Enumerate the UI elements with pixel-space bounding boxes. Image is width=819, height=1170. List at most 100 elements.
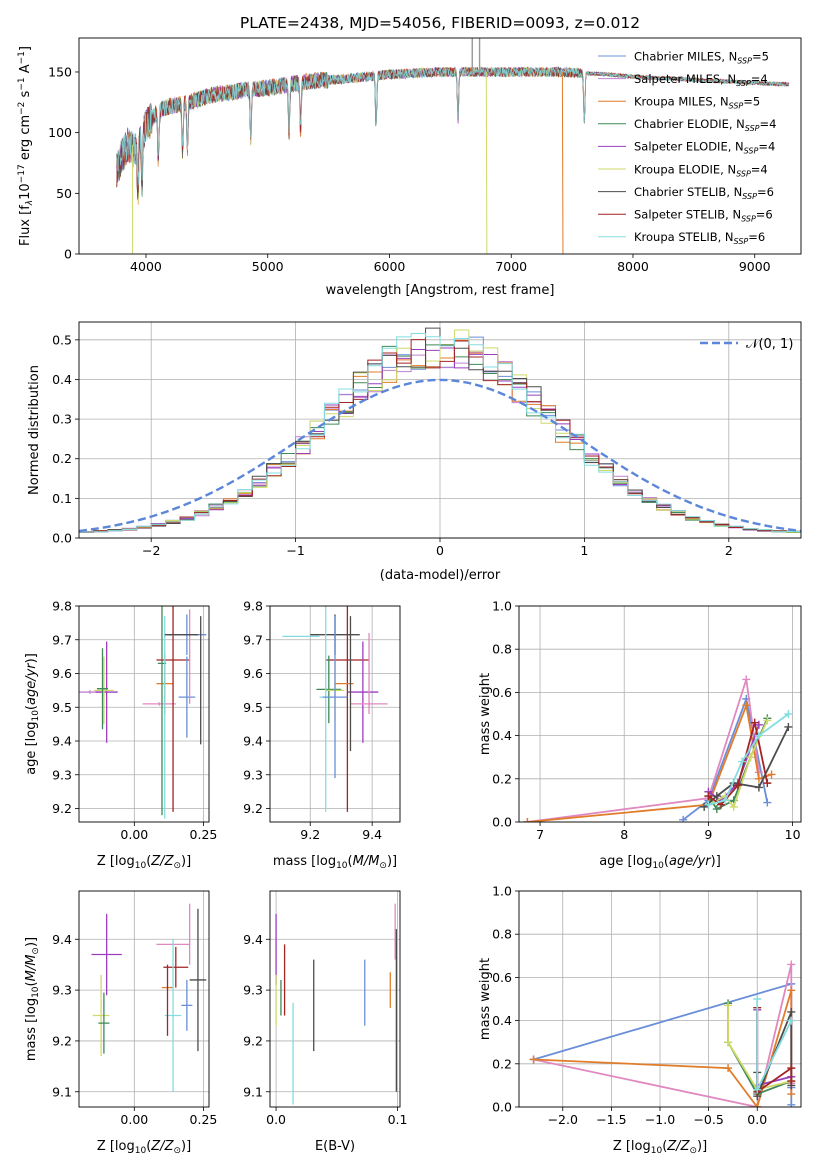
axes-frame — [518, 890, 802, 1108]
errorbars — [275, 903, 398, 1105]
y-tick-label: 0.2 — [52, 451, 72, 466]
weight-marker — [763, 779, 772, 788]
y-tick-label: 100 — [48, 125, 72, 140]
spectrum-panel: 4000 5000 6000 7000 8000 9000 0 50 100 150 Chabrie… — [17, 37, 802, 298]
x-tick-label: 7 — [536, 827, 544, 842]
spectrum-drop — [485, 71, 488, 254]
y-tick-label: 9.6 — [243, 666, 263, 681]
x-tick-label: −1 — [286, 543, 304, 558]
weight-marker — [784, 722, 793, 731]
x-tick-label: 0.1 — [388, 1112, 408, 1127]
weight-marker — [754, 731, 763, 740]
weight-vs-age-panel: 7 8 9 10 0.0 0.2 0.4 0.6 0.8 1.0 age [log10(age/yr… — [478, 599, 802, 871]
weight-marker — [767, 770, 776, 779]
errorbar-point — [350, 702, 388, 706]
y-tick-label: 9.4 — [52, 734, 72, 749]
spectrum-drop — [561, 71, 564, 254]
errorbars — [79, 606, 207, 819]
weight-marker — [763, 798, 772, 807]
axes-frame — [78, 605, 210, 823]
axes-frame — [269, 890, 401, 1108]
histogram-series — [79, 333, 801, 538]
spectrum-lines — [116, 38, 790, 254]
x-axis-label: Z [log10(Z/Z⊙)] — [97, 1139, 191, 1156]
normal-curve — [79, 378, 801, 533]
weight-marker — [787, 1077, 796, 1086]
spectrum-series-line — [116, 66, 790, 193]
x-tick-label: 2 — [725, 543, 733, 558]
y-axis-label: Normed distribution — [27, 365, 42, 495]
x-tick-label: 6000 — [374, 259, 406, 274]
errorbar-point — [325, 606, 370, 812]
x-tick-label: −2.0 — [548, 1112, 578, 1127]
y-tick-label: 0.2 — [492, 1056, 512, 1071]
y-tick-label: 9.3 — [243, 983, 263, 998]
y-axis-label: age [log10(age/yr)] — [24, 653, 41, 775]
errorbar-point — [316, 655, 342, 724]
axes-frame — [78, 37, 802, 255]
weight-marker — [742, 675, 751, 684]
legend-entry: Kroupa STELIB, NSSP=6 — [634, 230, 765, 246]
x-tick-label: 9000 — [739, 259, 771, 274]
x-tick-label: 0.0 — [747, 1112, 767, 1127]
y-tick-label: 9.2 — [243, 801, 263, 816]
errorbar-point — [178, 656, 196, 738]
spectrum-series-line — [116, 65, 790, 186]
weight-marker — [754, 783, 763, 792]
y-axis-label: Flux [fλ10−17 erg cm−2 s−1 A−1] — [17, 46, 35, 246]
age-vs-mass-panel: 9.2 9.4 9.2 9.3 9.4 9.5 9.6 9.7 9.8 mass [log10(M… — [243, 599, 401, 871]
x-tick-label: −1.5 — [596, 1112, 626, 1127]
mass-vs-EBV-panel: 0.0 0.1 9.1 9.2 9.3 9.4 E(B-V) — [243, 890, 408, 1154]
weight-marker — [753, 995, 762, 1003]
x-tick-label: 0.00 — [120, 1112, 148, 1127]
legend-entry: Salpeter MILES, NSSP=4 — [634, 72, 768, 88]
y-tick-label: 150 — [48, 64, 72, 79]
weight-marker — [712, 792, 721, 801]
y-tick-label: 9.2 — [52, 1033, 72, 1048]
x-axis-label: mass [log10(M/M⊙)] — [273, 854, 397, 871]
spectrum-legend: Chabrier MILES, NSSP=5 Salpeter MILES, NS… — [598, 49, 776, 246]
y-tick-label: 9.8 — [243, 599, 263, 614]
weight-marker — [724, 1001, 733, 1010]
weight-marker — [724, 1038, 733, 1047]
axes-frame — [518, 605, 802, 823]
errorbar-point — [181, 979, 193, 1031]
y-tick-label: 0.6 — [492, 970, 512, 985]
weight-marker — [753, 1085, 762, 1094]
x-axis-label: age [log10(age/yr)] — [599, 854, 721, 871]
weight-marker — [787, 1016, 796, 1025]
y-tick-label: 0.0 — [492, 1100, 512, 1115]
weight-marker — [679, 815, 688, 822]
errorbar-point — [94, 656, 114, 725]
x-tick-label: 1 — [580, 543, 588, 558]
spectrum-series-line — [116, 66, 790, 200]
x-axis-label: wavelength [Angstrom, rest frame] — [326, 283, 555, 298]
errorbar-point — [142, 702, 176, 706]
errorbars — [282, 606, 388, 812]
x-tick-label: −0.5 — [693, 1112, 723, 1127]
x-tick-label: 0.0 — [266, 1112, 286, 1127]
errorbar-point — [347, 641, 379, 743]
y-tick-label: 0.4 — [492, 728, 512, 743]
errorbar-point — [322, 616, 348, 779]
y-axis-label: mass weight — [478, 673, 493, 755]
x-tick-label: −1.0 — [645, 1112, 675, 1127]
y-tick-label: 9.6 — [52, 666, 72, 681]
y-tick-label: 9.3 — [243, 767, 263, 782]
weight-marker — [704, 800, 713, 809]
y-tick-label: 0.6 — [492, 685, 512, 700]
weight-marker — [787, 986, 796, 995]
axes-frame — [269, 605, 401, 823]
legend-entry: Chabrier MILES, NSSP=5 — [634, 49, 769, 65]
age-vs-Z-panel: 0.00 0.25 9.2 9.3 9.4 9.5 9.6 9.7 9.8 Z [log10(Z/… — [24, 599, 217, 872]
legend-entry: Salpeter STELIB, NSSP=6 — [634, 208, 773, 224]
weight-marker — [712, 805, 721, 814]
y-tick-label: 0.0 — [52, 531, 72, 546]
weight-marker — [738, 757, 747, 766]
errorbar-point — [95, 641, 118, 743]
x-axis-label: E(B-V) — [315, 1139, 355, 1154]
weight-marker — [529, 1055, 538, 1064]
errorbar-point — [92, 974, 110, 1057]
legend-entry: Salpeter ELODIE, NSSP=4 — [634, 140, 775, 156]
